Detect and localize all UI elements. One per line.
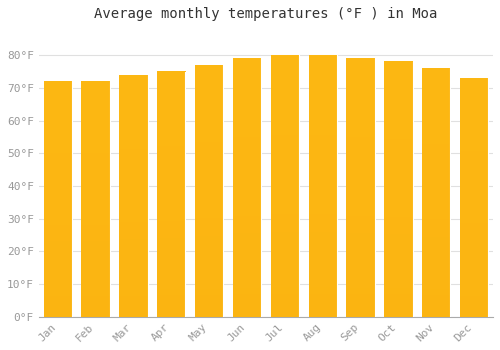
Bar [44,81,72,317]
Bar [422,68,450,317]
Bar [384,62,412,317]
Bar [157,71,186,317]
Bar [346,58,375,317]
Bar [119,75,148,317]
Bar [460,78,488,317]
Bar [308,55,337,317]
Bar [270,55,299,317]
Title: Average monthly temperatures (°F ) in Moa: Average monthly temperatures (°F ) in Mo… [94,7,438,21]
Bar [195,65,224,317]
Bar [233,58,261,317]
Bar [82,81,110,317]
